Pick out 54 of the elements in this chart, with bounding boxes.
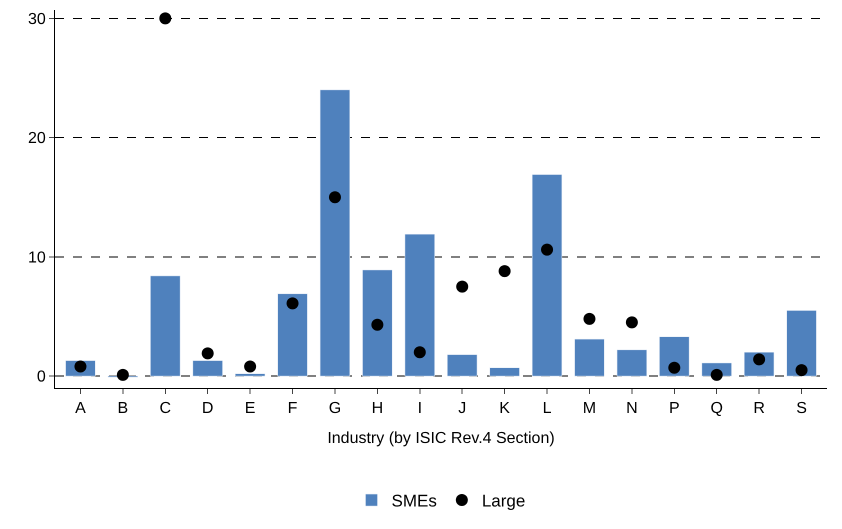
bar bbox=[362, 270, 392, 376]
x-tick-label: B bbox=[118, 400, 128, 418]
point bbox=[328, 191, 341, 204]
point bbox=[244, 360, 256, 373]
x-tick-label: G bbox=[328, 400, 342, 418]
y-tick-label: 10 bbox=[28, 249, 46, 266]
point bbox=[498, 265, 511, 278]
x-tick-label: Q bbox=[710, 400, 723, 418]
point bbox=[796, 364, 808, 376]
point bbox=[668, 362, 680, 374]
x-tick-label: F bbox=[288, 400, 298, 418]
point bbox=[371, 318, 384, 331]
bar bbox=[532, 174, 562, 376]
x-tick-label: I bbox=[418, 400, 422, 418]
point bbox=[202, 347, 214, 360]
point bbox=[116, 368, 129, 381]
bar bbox=[235, 373, 266, 376]
legend-label: SMEs bbox=[392, 492, 437, 511]
x-tick-label: E bbox=[244, 400, 256, 418]
x-tick-label: N bbox=[626, 400, 638, 418]
bar bbox=[786, 310, 817, 376]
bar bbox=[659, 336, 690, 376]
y-tick-label: 20 bbox=[28, 130, 46, 148]
bar bbox=[490, 367, 520, 376]
x-tick-label: S bbox=[796, 400, 807, 418]
bar bbox=[574, 338, 605, 376]
point bbox=[286, 297, 299, 310]
point bbox=[583, 312, 596, 325]
x-tick-label: C bbox=[160, 400, 172, 418]
bar bbox=[277, 294, 308, 376]
bar bbox=[616, 350, 647, 376]
x-tick-label: P bbox=[668, 400, 680, 418]
bar bbox=[447, 354, 478, 376]
bar bbox=[150, 276, 180, 376]
point bbox=[159, 12, 172, 24]
x-tick-label: R bbox=[753, 400, 765, 418]
legend-label: Large bbox=[482, 492, 526, 511]
point bbox=[456, 280, 468, 293]
x-tick-label: M bbox=[582, 400, 596, 418]
x-tick-label: D bbox=[202, 400, 214, 418]
point bbox=[541, 244, 554, 256]
x-tick-label: J bbox=[458, 400, 466, 418]
y-tick-label: 30 bbox=[28, 10, 46, 28]
bar bbox=[320, 90, 350, 376]
x-tick-label: K bbox=[499, 400, 510, 418]
x-tick-label: A bbox=[75, 400, 86, 418]
bar bbox=[192, 360, 223, 376]
x-axis-title: Industry (by ISIC Rev.4 Section) bbox=[327, 430, 555, 447]
x-tick-label: L bbox=[542, 400, 552, 418]
y-tick-label: 0 bbox=[36, 368, 46, 386]
point bbox=[414, 346, 426, 358]
point bbox=[626, 316, 638, 328]
x-tick-label: H bbox=[372, 400, 384, 418]
bar bbox=[404, 234, 435, 376]
